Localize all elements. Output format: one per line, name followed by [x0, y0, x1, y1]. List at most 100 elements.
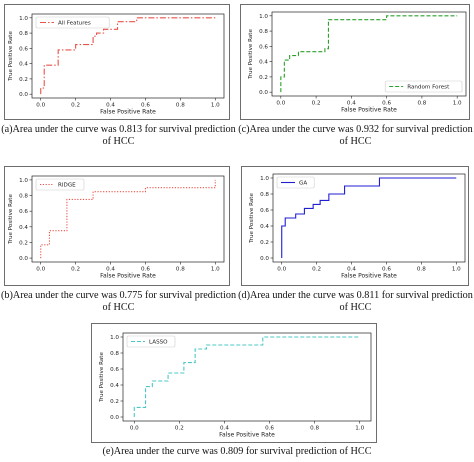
y-tick-label: 0.2 — [260, 240, 269, 246]
x-tick-label: 0.2 — [71, 103, 80, 109]
roc-plot-d: 0.0 0.2 0.4 0.6 0.8 1.0 0.0 0.2 0.4 0.6 0.8 1.0 Fals… — [249, 173, 466, 280]
y-tick-label: 0.8 — [19, 194, 28, 200]
x-tick-label: 0.0 — [36, 267, 45, 273]
x-tick-label: 0.6 — [141, 267, 150, 273]
y-axis-label: True Positive Rate — [99, 352, 105, 403]
y-tick-label: 0.4 — [260, 224, 269, 230]
y-tick-label: 0.6 — [260, 208, 269, 214]
legend-label: All Features — [58, 21, 91, 27]
y-tick-label: 1.0 — [110, 335, 119, 341]
legend-box — [35, 178, 85, 191]
legend-label: Random Forest — [407, 85, 450, 91]
x-tick-label: 0.6 — [382, 101, 391, 107]
x-tick-label: 0.8 — [417, 101, 426, 107]
x-tick-label: 0.8 — [176, 267, 185, 273]
axes-box — [31, 13, 225, 99]
roc-curve — [280, 15, 458, 93]
x-tick-label: 0.0 — [130, 426, 139, 432]
x-tick-label: 0.4 — [106, 103, 115, 109]
legend-label: LASSO — [149, 340, 168, 346]
y-axis-label: True Positive Rate — [249, 193, 255, 244]
y-tick-label: 0.4 — [19, 62, 28, 68]
caption-b: (b)Area under the curve was 0.775 for su… — [0, 290, 237, 313]
y-tick-label: 1.0 — [19, 178, 28, 184]
roc-curve — [40, 179, 216, 259]
y-tick-label: 1.0 — [19, 16, 28, 22]
axes-box — [272, 173, 466, 263]
roc-panel-a: 0.0 0.2 0.4 0.6 0.8 1.0 0.0 0.2 0.4 0.6 0.8 1.0 Fals… — [0, 0, 237, 160]
caption-e: (e)Area under the curve was 0.809 for su… — [102, 446, 372, 457]
legend-box — [384, 80, 463, 93]
axes-box — [122, 332, 372, 422]
x-tick-label: 0.8 — [310, 426, 319, 432]
x-tick-label: 0.6 — [141, 103, 150, 109]
x-tick-label: 0.6 — [265, 426, 274, 432]
y-tick-label: 0.8 — [260, 192, 269, 198]
roc-curve — [281, 177, 457, 258]
caption-d: (d)Area under the curve was 0.811 for su… — [238, 290, 473, 313]
y-tick-label: 0.0 — [19, 92, 28, 98]
y-axis-label: True Positive Rate — [8, 194, 14, 245]
y-tick-label: 0.2 — [110, 399, 119, 405]
x-tick-label: 0.4 — [347, 267, 356, 273]
x-tick-label: 0.2 — [175, 426, 184, 432]
x-tick-label: 1.0 — [452, 267, 461, 273]
roc-curve — [133, 336, 360, 417]
roc-plot-a: 0.0 0.2 0.4 0.6 0.8 1.0 0.0 0.2 0.4 0.6 0.8 1.0 Fals… — [8, 13, 225, 116]
x-tick-label: 1.0 — [355, 426, 364, 432]
x-tick-label: 1.0 — [211, 103, 220, 109]
y-tick-label: 0.0 — [260, 256, 269, 262]
y-tick-label: 0.2 — [19, 77, 28, 83]
legend-box — [35, 16, 110, 29]
legend-label: RIDGE — [58, 183, 76, 189]
y-tick-label: 0.0 — [19, 256, 28, 262]
roc-panel-b: 0.0 0.2 0.4 0.6 0.8 1.0 0.0 0.2 0.4 0.6 0.8 1.0 Fals… — [0, 0, 237, 320]
x-tick-label: 1.0 — [453, 101, 462, 107]
y-tick-label: 0.4 — [19, 225, 28, 231]
x-tick-label: 0.8 — [417, 267, 426, 273]
x-axis-label: False Positive Rate — [341, 273, 397, 280]
roc-panel-c: 0.0 0.2 0.4 0.6 0.8 1.0 0.0 0.2 0.4 0.6 0.8 1.0 Fals… — [237, 0, 474, 160]
y-tick-label: 0.4 — [259, 60, 268, 66]
x-tick-label: 0.2 — [312, 267, 321, 273]
axes-box — [31, 175, 225, 263]
y-tick-label: 0.4 — [110, 383, 119, 389]
x-tick-label: 1.0 — [211, 267, 220, 273]
roc-plot-b: 0.0 0.2 0.4 0.6 0.8 1.0 0.0 0.2 0.4 0.6 0.8 1.0 Fals… — [8, 175, 225, 280]
x-tick-label: 0.0 — [276, 101, 285, 107]
axes-box — [271, 11, 467, 97]
y-tick-label: 0.8 — [110, 351, 119, 357]
legend-box — [126, 335, 176, 348]
x-tick-label: 0.4 — [347, 101, 356, 107]
y-tick-label: 1.0 — [260, 176, 269, 182]
x-axis-label: False Positive Rate — [219, 432, 275, 439]
x-axis-label: False Positive Rate — [341, 107, 397, 114]
roc-plot-c: 0.0 0.2 0.4 0.6 0.8 1.0 0.0 0.2 0.4 0.6 0.8 1.0 Fals… — [248, 11, 467, 114]
x-tick-label: 0.6 — [382, 267, 391, 273]
x-axis-label: False Positive Rate — [100, 273, 156, 280]
y-tick-label: 0.6 — [19, 46, 28, 52]
y-tick-label: 0.0 — [259, 90, 268, 96]
y-axis-label: True Positive Rate — [248, 29, 254, 80]
x-tick-label: 0.2 — [71, 267, 80, 273]
x-tick-label: 0.2 — [312, 101, 321, 107]
legend-label: GA — [299, 181, 307, 187]
y-tick-label: 0.8 — [19, 31, 28, 37]
x-tick-label: 0.0 — [36, 103, 45, 109]
x-tick-label: 0.4 — [220, 426, 229, 432]
y-tick-label: 0.2 — [19, 240, 28, 246]
y-tick-label: 1.0 — [259, 14, 268, 20]
y-tick-label: 0.6 — [110, 367, 119, 373]
legend-box — [276, 176, 315, 189]
caption-a: (a)Area under the curve was 0.813 for su… — [1, 124, 236, 147]
y-tick-label: 0.8 — [259, 29, 268, 35]
x-tick-label: 0.0 — [277, 267, 286, 273]
y-tick-label: 0.0 — [110, 415, 119, 421]
roc-panel-d: 0.0 0.2 0.4 0.6 0.8 1.0 0.0 0.2 0.4 0.6 0.8 1.0 Fals… — [238, 166, 473, 313]
x-tick-label: 0.4 — [106, 267, 115, 273]
y-axis-label: True Positive Rate — [8, 31, 14, 82]
panel-frame — [240, 4, 470, 120]
y-tick-label: 0.6 — [19, 209, 28, 215]
